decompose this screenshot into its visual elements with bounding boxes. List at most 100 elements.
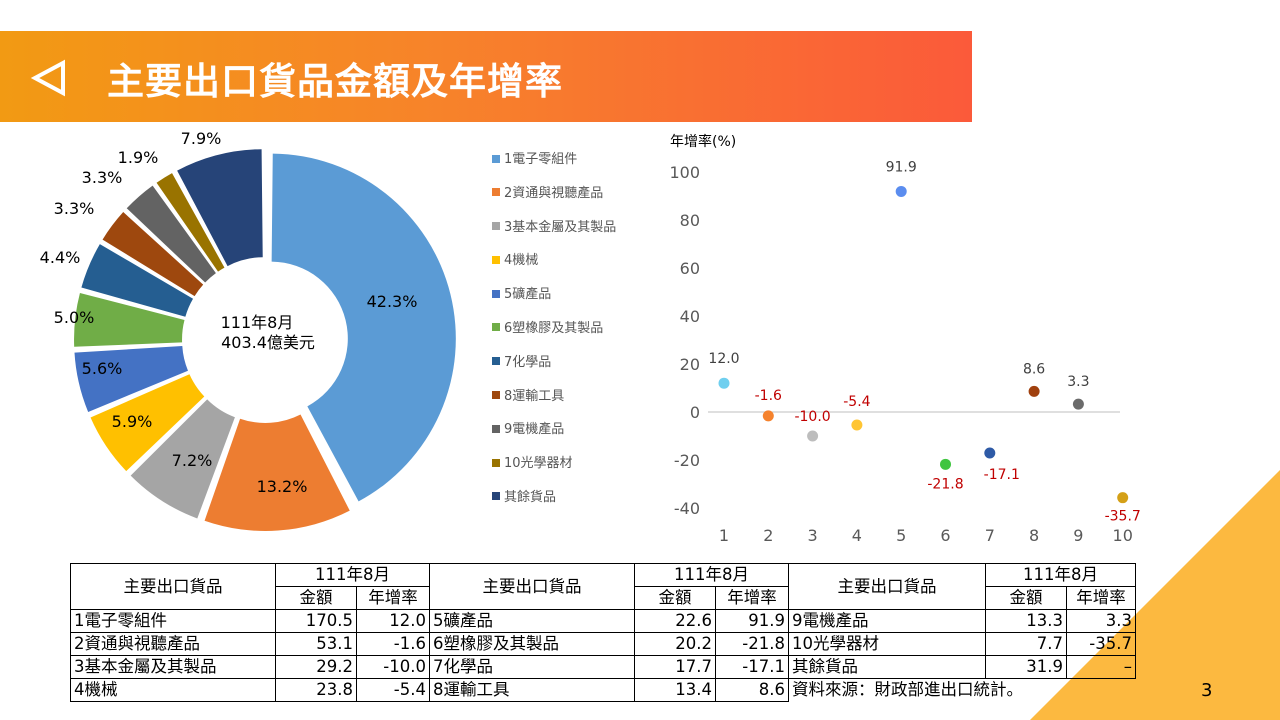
legend-item: 7化學品 — [492, 351, 616, 385]
legend-swatch — [492, 222, 500, 231]
legend-item: 3基本金屬及其製品 — [492, 216, 616, 250]
table-row: 4機械 23.8 -5.4 8運輸工具 13.4 8.6 資料來源：財政部進出口統計。 — [70, 678, 1136, 702]
donut-center-total: 403.4億美元 — [221, 333, 315, 352]
scatter-point — [984, 447, 996, 459]
legend-label: 8運輸工具 — [504, 388, 565, 404]
donut-slice — [156, 173, 225, 272]
x-tick-label: 8 — [1029, 526, 1039, 545]
legend-item: 1電子零組件 — [492, 148, 616, 182]
page-number: 3 — [1201, 680, 1213, 701]
table-cell-amount: 23.8 — [275, 678, 357, 702]
y-tick-label: -20 — [674, 451, 700, 470]
table-row: 1電子零組件 170.5 12.0 5礦產品 22.6 91.9 9電機產品 13.3 3.3 — [70, 609, 1136, 633]
scatter-data-label: -35.7 — [1105, 509, 1141, 525]
table-cell-item: 9電機產品 — [788, 609, 986, 633]
donut-slice-label: 5.0% — [54, 308, 95, 327]
donut-slice-label: 13.2% — [257, 477, 308, 496]
scatter-data-label: 12.0 — [708, 351, 739, 367]
legend-label: 其餘貨品 — [504, 489, 557, 505]
donut-chart: 42.3%13.2%7.2%5.9%5.6%5.0%4.4%3.3%3.3%1.… — [40, 129, 456, 531]
donut-slice — [90, 374, 205, 472]
table-header-item: 主要出口貨品 — [70, 563, 276, 610]
title-bar: 主要出口貨品金額及年增率 — [0, 31, 972, 122]
table-cell-growth: -35.7 — [1066, 632, 1136, 656]
table-header-item: 主要出口貨品 — [788, 563, 986, 610]
y-tick-label: 60 — [680, 259, 700, 278]
table-header-growth: 年增率 — [356, 586, 430, 610]
table-header-period: 111年8月 — [275, 563, 430, 587]
x-tick-label: 5 — [896, 526, 906, 545]
x-tick-label: 3 — [808, 526, 818, 545]
table-cell-amount: 29.2 — [275, 655, 357, 679]
table-cell-amount: 22.6 — [634, 609, 716, 633]
legend-swatch — [492, 357, 500, 366]
legend-label: 7化學品 — [504, 354, 552, 370]
scatter-point — [1072, 398, 1084, 410]
table-header-period: 111年8月 — [634, 563, 789, 587]
x-tick-label: 9 — [1073, 526, 1083, 545]
table-header-amount: 金額 — [985, 586, 1067, 610]
table-cell-item: 4機械 — [70, 678, 276, 702]
table-row: 3基本金屬及其製品 29.2 -10.0 7化學品 17.7 -17.1 其餘貨品 31.9– — [70, 655, 1136, 679]
table-cell-amount: 13.4 — [634, 678, 716, 702]
table-cell-growth: – — [1066, 655, 1136, 679]
legend-item: 10光學器材 — [492, 452, 616, 486]
legend-label: 4機械 — [504, 253, 539, 269]
table-header-amount: 金額 — [634, 586, 716, 610]
x-tick-label: 4 — [852, 526, 862, 545]
table-cell-item: 1電子零組件 — [70, 609, 276, 633]
donut-slice — [81, 244, 194, 317]
legend-label: 3基本金屬及其製品 — [504, 219, 617, 235]
table-cell-growth: 12.0 — [356, 609, 430, 633]
scatter-point — [851, 419, 863, 431]
table-cell-amount: 7.7 — [985, 632, 1067, 656]
x-tick-label: 6 — [940, 526, 950, 545]
back-triangle-icon[interactable] — [30, 59, 68, 97]
y-tick-label: -40 — [674, 499, 700, 518]
x-tick-label: 7 — [985, 526, 995, 545]
donut-slice — [102, 212, 204, 297]
table-cell-amount: 31.9 — [985, 655, 1067, 679]
legend-label: 10光學器材 — [504, 456, 573, 472]
legend-item: 其餘貨品 — [492, 486, 616, 520]
table-cell-amount: 170.5 — [275, 609, 357, 633]
table-header-growth: 年增率 — [1066, 586, 1136, 610]
scatter-data-label: -17.1 — [984, 467, 1020, 483]
table-cell-amount: 13.3 — [985, 609, 1067, 633]
x-tick-label: 1 — [719, 526, 729, 545]
scatter-point — [940, 458, 951, 470]
donut-slice — [130, 399, 235, 519]
scatter-point — [1117, 492, 1129, 504]
y-tick-label: 0 — [690, 403, 700, 422]
table-header-period: 111年8月 — [985, 563, 1136, 587]
table-cell-item: 2資通與視聽產品 — [70, 632, 276, 656]
scatter-data-label: -21.8 — [927, 476, 963, 492]
donut-slice-label: 3.3% — [82, 168, 123, 187]
donut-slice-label: 4.4% — [40, 248, 81, 267]
legend-swatch — [492, 255, 500, 264]
table-header-item: 主要出口貨品 — [429, 563, 635, 610]
legend-item: 2資通與視聽產品 — [492, 182, 616, 216]
scatter-point — [807, 430, 819, 442]
y-tick-label: 80 — [680, 211, 700, 230]
table-cell-growth: -21.8 — [715, 632, 789, 656]
scatter-point — [718, 377, 730, 389]
table-cell-growth: 8.6 — [715, 678, 789, 702]
scatter-point — [762, 410, 774, 422]
legend-swatch — [492, 492, 500, 501]
table-cell-growth: 91.9 — [715, 609, 789, 633]
growth-scatter-chart: 年增率(%) -40 -20 0 20 40 60 80 100 1 2 3 4 5 6 7 8 9 10 12.0 -… — [669, 133, 1141, 545]
table-cell-growth: -1.6 — [356, 632, 430, 656]
scatter-data-label: 8.6 — [1023, 361, 1045, 377]
table-cell-growth: -17.1 — [715, 655, 789, 679]
y-tick-label: 40 — [680, 307, 700, 326]
donut-slice — [271, 153, 456, 502]
table-cell-item: 7化學品 — [429, 655, 635, 679]
table-header-growth: 年增率 — [715, 586, 789, 610]
legend-swatch — [492, 424, 500, 433]
legend-label: 6塑橡膠及其製品 — [504, 320, 604, 336]
x-tick-label: 10 — [1113, 526, 1133, 545]
legend-swatch — [492, 188, 500, 197]
legend-swatch — [492, 289, 500, 298]
legend-label: 1電子零組件 — [504, 152, 578, 167]
